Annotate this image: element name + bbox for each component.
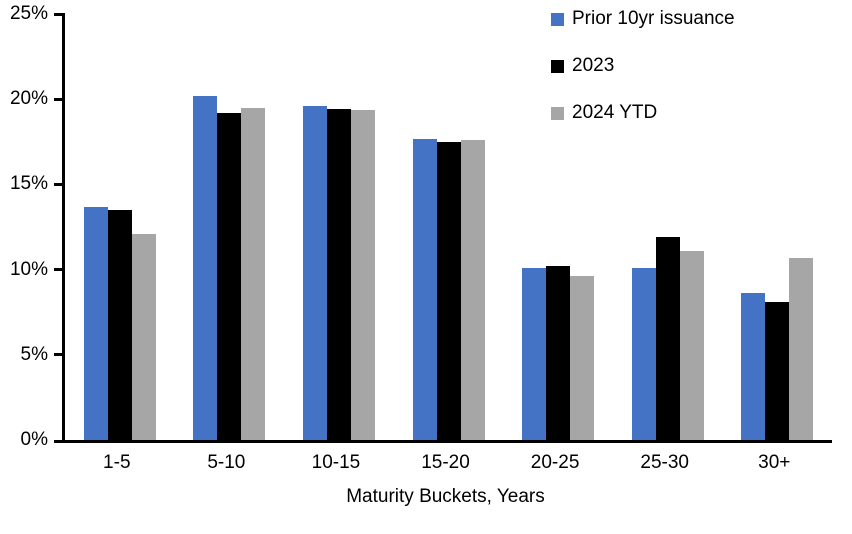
legend-label: 2023: [572, 55, 615, 76]
y-tick-label: 15%: [9, 173, 48, 195]
x-tick-label: 1-5: [103, 452, 131, 473]
y-tick-label: 20%: [9, 88, 48, 110]
x-tick-label: 25-30: [640, 452, 689, 473]
bar-group-25-30: [613, 14, 723, 440]
y-tick-mark: [54, 440, 65, 443]
x-axis: 1-5 5-10 10-15 15-20 20-25 25-30 30+: [62, 452, 829, 474]
x-tick-label: 15-20: [421, 452, 470, 473]
x-axis-title: Maturity Buckets, Years: [346, 486, 545, 507]
y-axis: 0% 5% 10% 15% 20% 25%: [0, 4, 48, 450]
y-tick-mark: [54, 182, 65, 186]
legend: Prior 10yr issuance 2023 2024 YTD: [551, 8, 735, 124]
bar-prior-10yr-issuance: [412, 139, 437, 440]
x-tick-label: 5-10: [207, 452, 246, 473]
y-tick-mark: [54, 97, 65, 101]
y-tick-label: 0%: [20, 429, 48, 450]
bar-2023: [217, 112, 242, 440]
legend-swatch-icon: [551, 59, 564, 73]
bar-2024-ytd: [241, 107, 266, 440]
y-tick-label: 25%: [9, 3, 48, 24]
legend-label: Prior 10yr issuance: [572, 8, 735, 29]
legend-label: 2024 YTD: [572, 102, 658, 123]
bar-2023: [326, 108, 351, 440]
bar-prior-10yr-issuance: [83, 206, 108, 440]
bar-prior-10yr-issuance: [631, 267, 656, 440]
bar-2024-ytd: [789, 257, 814, 440]
bar-2024-ytd: [679, 250, 704, 440]
bar-2023: [107, 209, 132, 440]
x-tick-label: 30+: [758, 452, 791, 473]
bar-2024-ytd: [460, 140, 485, 440]
legend-item: 2024 YTD: [551, 102, 735, 124]
bar-group-5-10: [175, 14, 285, 440]
plot-area: [54, 12, 832, 443]
bar-2024-ytd: [350, 110, 375, 440]
y-tick-label: 10%: [9, 258, 48, 280]
x-tick-label: 10-15: [311, 452, 361, 473]
bar-groups: [65, 14, 832, 440]
bar-2024-ytd: [131, 233, 156, 440]
bar-group-30+: [722, 14, 832, 440]
x-tick-label: 20-25: [530, 452, 580, 473]
bar-2023: [436, 141, 461, 440]
bar-prior-10yr-issuance: [741, 293, 766, 440]
y-tick-mark: [54, 12, 65, 16]
bar-prior-10yr-issuance: [302, 106, 327, 440]
bar-prior-10yr-issuance: [193, 95, 218, 440]
y-tick-mark: [54, 353, 65, 357]
y-tick-label: 5%: [20, 343, 48, 365]
legend-item: Prior 10yr issuance: [551, 8, 735, 30]
bar-group-15-20: [394, 14, 504, 440]
bar-group-10-15: [284, 14, 394, 440]
legend-item: 2023: [551, 55, 735, 77]
legend-swatch-icon: [551, 106, 564, 120]
bar-2023: [655, 237, 680, 440]
bar-2023: [765, 301, 790, 440]
y-tick-mark: [54, 268, 65, 272]
bar-group-1-5: [65, 14, 175, 440]
legend-swatch-icon: [551, 12, 564, 26]
bar-group-20-25: [503, 14, 613, 440]
bar-2023: [546, 266, 571, 440]
bar-prior-10yr-issuance: [522, 267, 547, 440]
bar-2024-ytd: [570, 276, 595, 440]
